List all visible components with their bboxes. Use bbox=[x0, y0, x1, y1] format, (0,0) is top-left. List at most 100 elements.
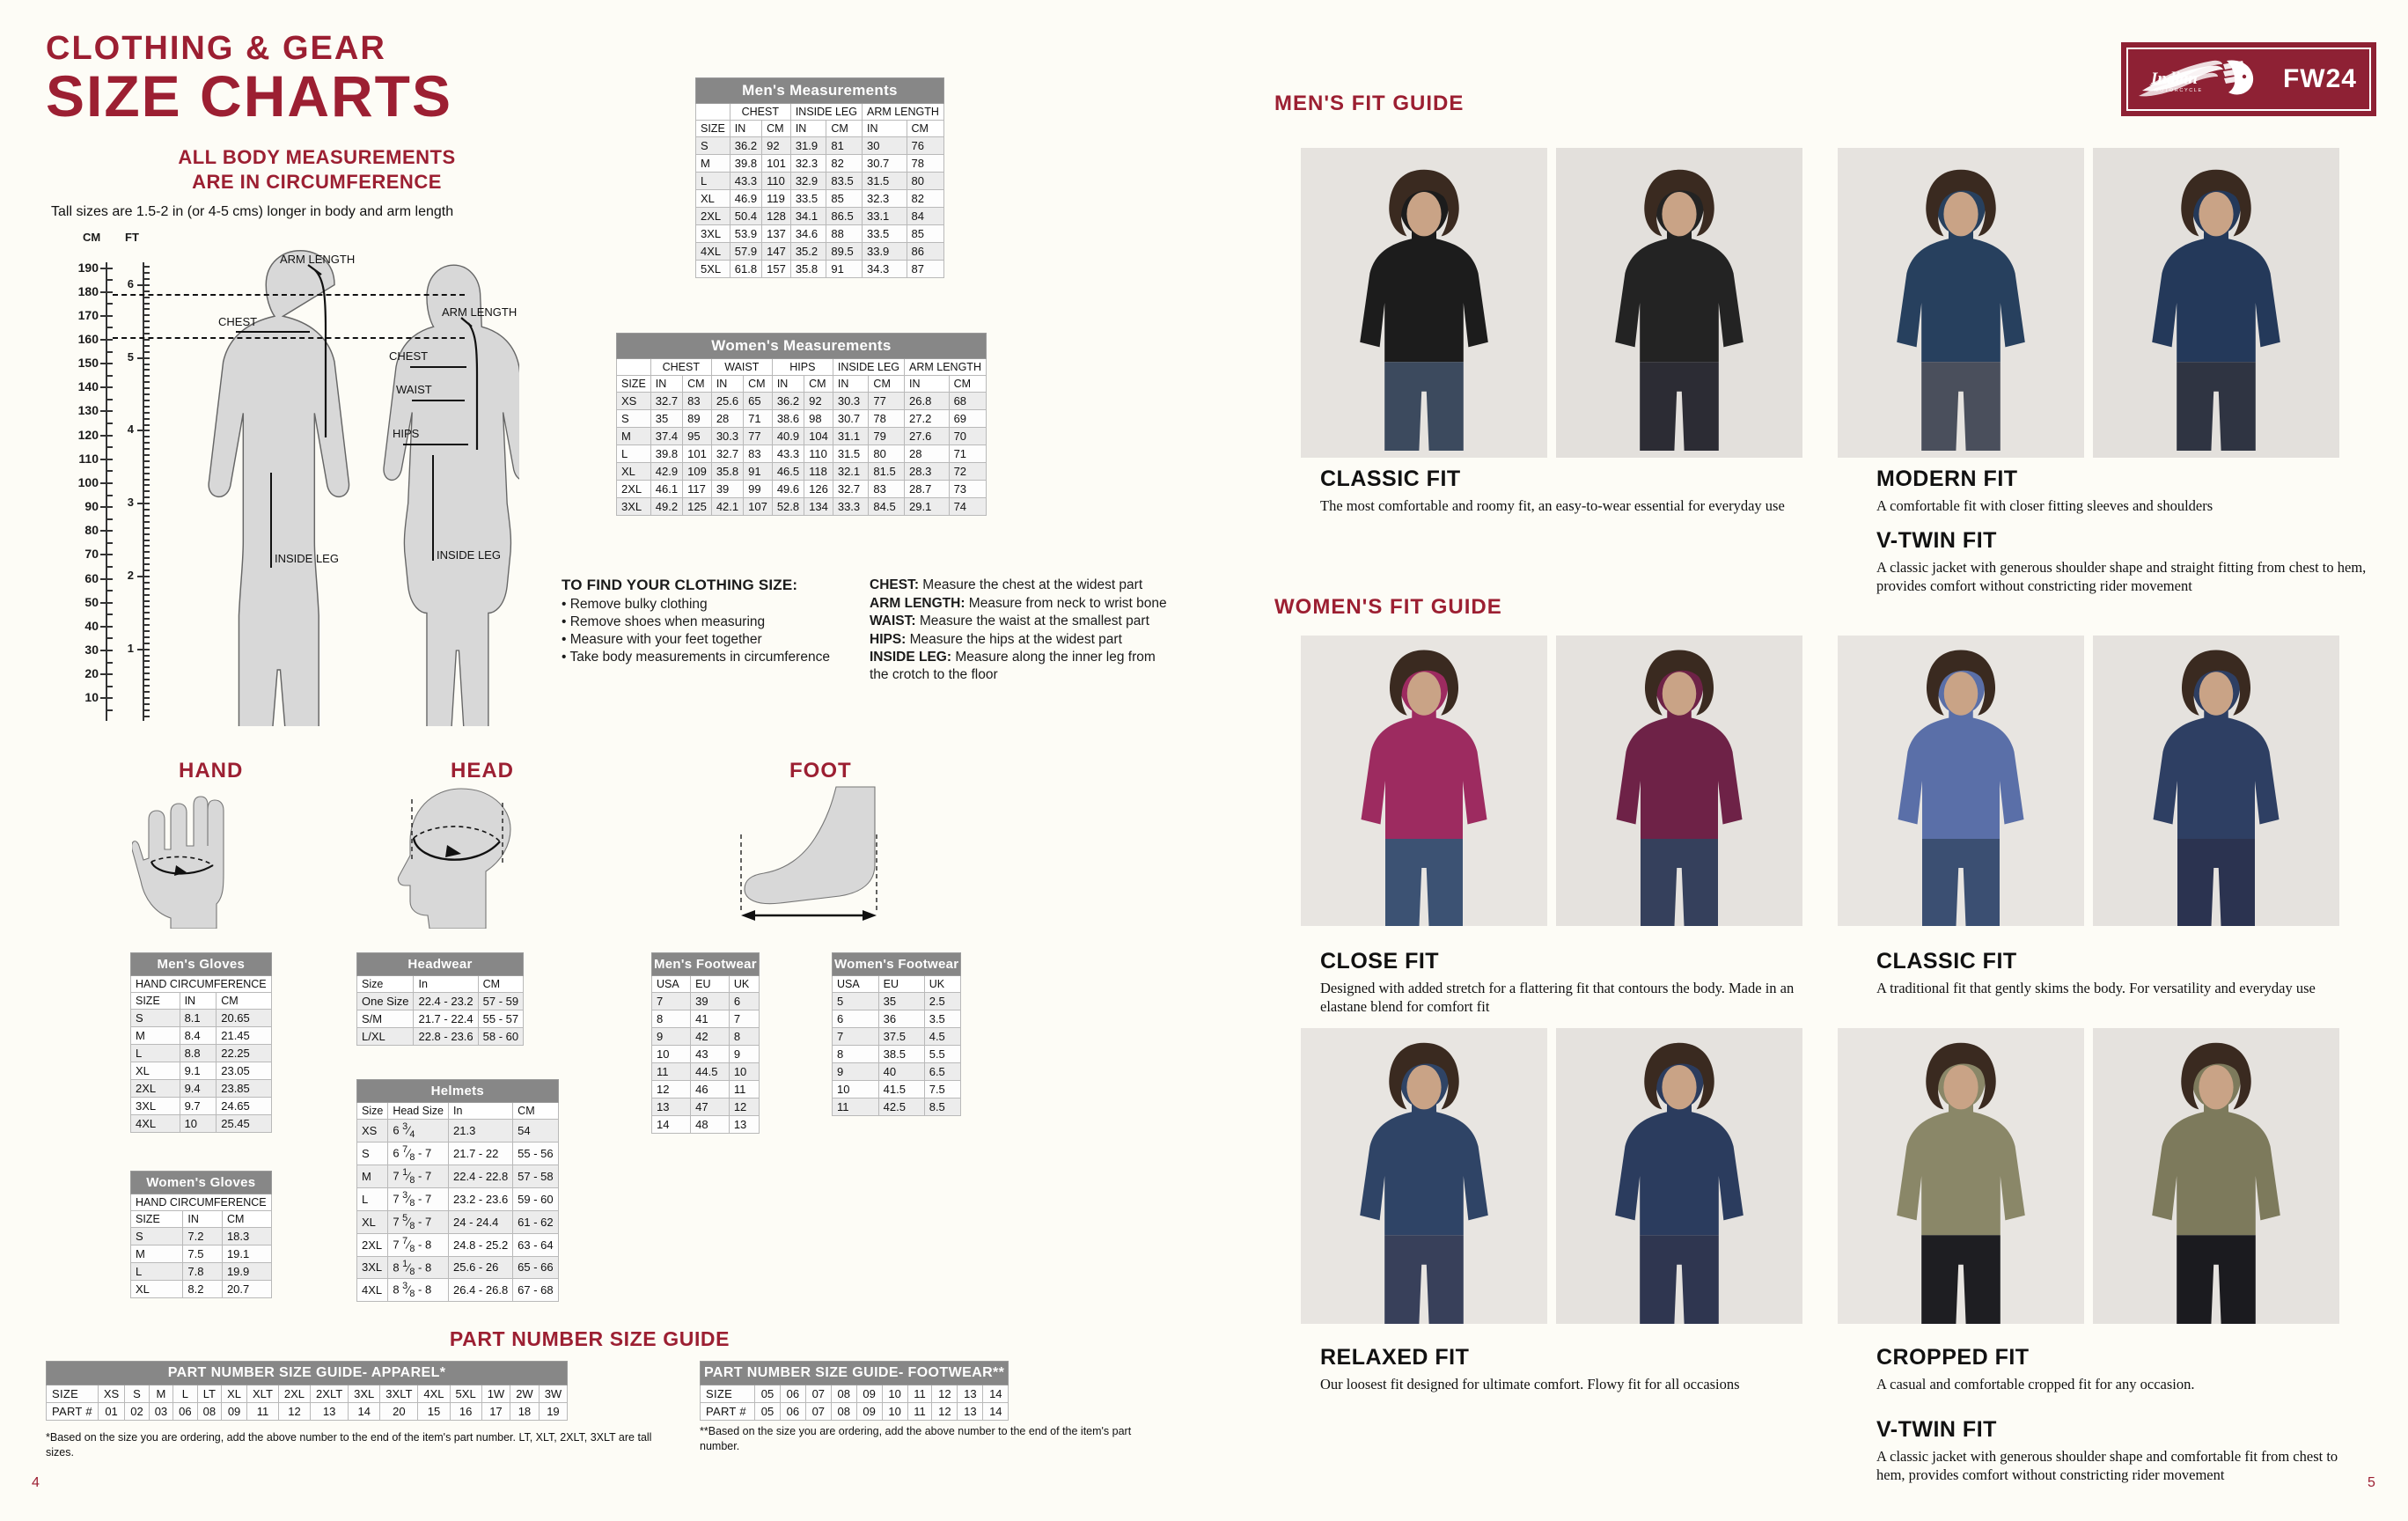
column-header: In bbox=[413, 975, 479, 993]
size-table: Men's Gloves HAND CIRCUMFERENCE SIZE IN CM S 8… bbox=[130, 952, 272, 1133]
table-title: PART NUMBER SIZE GUIDE- FOOTWEAR** bbox=[699, 1361, 1009, 1385]
table-title: Women's Measurements bbox=[616, 333, 987, 359]
table-cell: 7.5 bbox=[182, 1245, 223, 1263]
table-cell: 12 bbox=[931, 1402, 958, 1421]
model-photo-silhouette bbox=[2093, 155, 2339, 451]
table-cell: 01 bbox=[97, 1402, 126, 1421]
table-cell: 8 bbox=[832, 1045, 879, 1063]
model-photo-silhouette bbox=[2093, 1028, 2339, 1324]
table-cell: 7.2 bbox=[182, 1227, 223, 1245]
svg-text:MOTORCYCLE: MOTORCYCLE bbox=[2155, 88, 2203, 93]
table-cell: 3XL bbox=[130, 1097, 180, 1115]
table-cell: 14 bbox=[650, 1115, 692, 1134]
table-cell: L bbox=[129, 1262, 184, 1281]
group-header: CHEST bbox=[729, 103, 791, 121]
table-cell: 11 bbox=[246, 1402, 279, 1421]
photo-womens-classic-fit-b bbox=[2093, 636, 2339, 926]
womens-gloves-table: Women's Gloves HAND CIRCUMFERENCE SIZE IN CM… bbox=[129, 1171, 272, 1298]
table-cell: 10 bbox=[650, 1045, 692, 1063]
table-cell: 83.5 bbox=[826, 172, 863, 190]
fit-description: Our loosest fit designed for ultimate co… bbox=[1320, 1376, 1740, 1392]
column-header: EU bbox=[690, 975, 730, 993]
table-cell: 21.45 bbox=[216, 1026, 272, 1045]
body-measurement-diagram: ARM LENGTH CHEST INSIDE LEG ARM LENGTH C… bbox=[113, 233, 532, 863]
measurement-definition: INSIDE LEG: Measure along the inner leg … bbox=[870, 650, 1156, 682]
mens-measurements-table: Men's Measurements CHEST INSIDE LEG ARM LEN… bbox=[695, 77, 944, 278]
instruction-item: • Remove shoes when measuring bbox=[562, 614, 766, 630]
table-cell: 41 bbox=[690, 1010, 730, 1028]
label-male-arm-length: ARM LENGTH bbox=[280, 253, 356, 266]
column-header: SIZE bbox=[616, 375, 651, 393]
fit-name: CLOSE FIT bbox=[1320, 949, 1440, 974]
group-header: HIPS bbox=[771, 358, 833, 376]
table-cell: 1W bbox=[481, 1385, 511, 1403]
table-row: 3XL 9.7 24.65 bbox=[130, 1097, 272, 1115]
table-cell: 39.8 bbox=[729, 154, 763, 173]
table-row: PART #05 06 07 08 09 10 11 12 13 14 bbox=[699, 1402, 1009, 1421]
table-cell: 02 bbox=[124, 1402, 150, 1421]
table-row: M 37.4 95 30.3 77 40.9 104 31.1 79 27.6 70 bbox=[616, 427, 987, 445]
table-row: 2XL 50.4 128 34.1 86.5 33.1 84 bbox=[695, 207, 944, 225]
photo-mens-classic-fit-a bbox=[1301, 148, 1547, 458]
table-row: S 7.2 18.3 bbox=[129, 1227, 272, 1245]
column-header: IN bbox=[650, 375, 684, 393]
table-cell: 33.9 bbox=[861, 242, 907, 261]
brand-badge-inner: Indian MOTORCYCLE FW24 bbox=[2126, 48, 2371, 111]
table-row: L 8.8 22.25 bbox=[130, 1044, 272, 1062]
indian-headdress-logo-icon: Indian MOTORCYCLE bbox=[2139, 60, 2254, 97]
table-cell: 32.7 bbox=[650, 392, 684, 410]
table-row: 10 43 9 bbox=[650, 1045, 760, 1063]
table-cell: 30.7 bbox=[861, 154, 907, 173]
svg-text:Indian: Indian bbox=[2150, 70, 2198, 88]
fit-mens-modern: MODERN FIT A comfortable fit with closer… bbox=[1876, 467, 2369, 516]
table-cell: 78 bbox=[868, 409, 906, 428]
table-cell: 9 bbox=[832, 1062, 879, 1081]
table-cell: 48 bbox=[690, 1115, 730, 1134]
definition-term: HIPS: bbox=[870, 631, 907, 647]
table-cell: 109 bbox=[682, 462, 712, 481]
label-female-inside-leg: INSIDE LEG bbox=[437, 548, 501, 562]
table-cell: XS bbox=[356, 1119, 389, 1143]
table-row: 11 42.5 8.5 bbox=[832, 1098, 962, 1116]
table-cell: 47 bbox=[690, 1098, 730, 1116]
table-cell: 39.8 bbox=[650, 445, 684, 463]
model-photo-silhouette bbox=[1558, 636, 1801, 926]
table-cell: 24.8 - 25.2 bbox=[448, 1232, 514, 1257]
table-cell: 16 bbox=[449, 1402, 482, 1421]
fit-mens-vtwin: V-TWIN FIT A classic jacket with generou… bbox=[1876, 528, 2369, 595]
table-cell: 134 bbox=[804, 497, 833, 516]
table-row: 5 35 2.5 bbox=[832, 992, 962, 1010]
table-cell: 92 bbox=[761, 136, 791, 155]
table-row: 2XL 7 7⁄8 - 8 24.8 - 25.2 63 - 64 bbox=[356, 1232, 559, 1257]
table-row: XL 46.9 119 33.5 85 32.3 82 bbox=[695, 189, 944, 208]
table-cell: 79 bbox=[868, 427, 906, 445]
label-female-arm-length: ARM LENGTH bbox=[442, 305, 518, 319]
column-header: CM bbox=[221, 1210, 272, 1228]
table-cell: 29.1 bbox=[904, 497, 950, 516]
table-row: XL 9.1 23.05 bbox=[130, 1062, 272, 1080]
table-cell: 3XL bbox=[356, 1255, 389, 1280]
table-title: Men's Footwear bbox=[651, 952, 760, 976]
size-table: Headwear Size In CM One Size 22.4 - 23.2 57 - … bbox=[356, 952, 525, 1046]
table-cell: 24.65 bbox=[216, 1097, 272, 1115]
table-cell: 31.1 bbox=[832, 427, 870, 445]
table-cell: 21.7 - 22.4 bbox=[413, 1010, 479, 1028]
table-cell: 21.7 - 22 bbox=[448, 1141, 514, 1165]
footwear-part-number-note: **Based on the size you are ordering, ad… bbox=[700, 1425, 1132, 1452]
table-cell: XS bbox=[97, 1385, 126, 1403]
table-cell: 55 - 57 bbox=[477, 1010, 525, 1028]
table-row: XS 6 3⁄4 21.3 54 bbox=[356, 1119, 559, 1143]
table-cell: 85 bbox=[826, 189, 863, 208]
fit-womens-relaxed: RELAXED FIT Our loosest fit designed for… bbox=[1320, 1345, 1795, 1394]
table-row: 6 36 3.5 bbox=[832, 1010, 962, 1028]
table-cell: 3.5 bbox=[923, 1010, 962, 1028]
table-cell: 22.8 - 23.6 bbox=[413, 1027, 479, 1046]
table-cell: 10 bbox=[179, 1114, 217, 1133]
table-cell: One Size bbox=[356, 992, 415, 1010]
table-cell: 07 bbox=[804, 1402, 832, 1421]
group-header-spacer bbox=[695, 103, 730, 121]
table-cell: 46.9 bbox=[729, 189, 763, 208]
table-cell: 42.5 bbox=[877, 1098, 925, 1116]
table-row: XL 8.2 20.7 bbox=[129, 1280, 272, 1298]
